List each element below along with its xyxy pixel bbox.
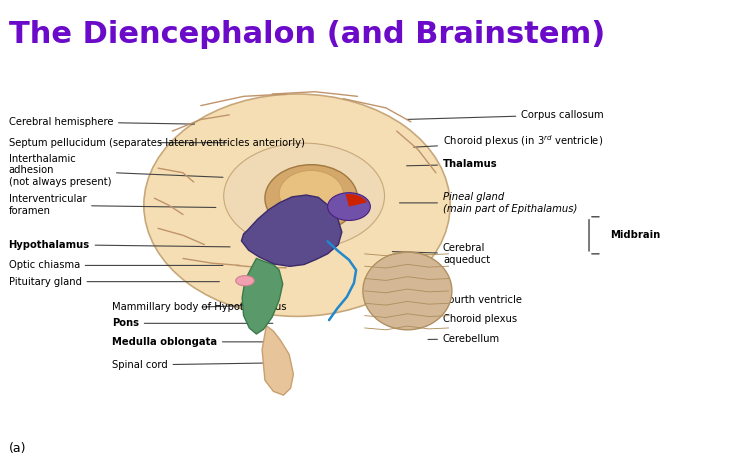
Polygon shape <box>242 259 283 334</box>
Text: Medulla oblongata: Medulla oblongata <box>112 337 277 347</box>
Text: The Diencephalon (and Brainstem): The Diencephalon (and Brainstem) <box>8 20 605 49</box>
Text: Optic chiasma: Optic chiasma <box>8 260 223 270</box>
Ellipse shape <box>144 94 450 316</box>
Text: Mammillary body of Hypothalamus: Mammillary body of Hypothalamus <box>112 302 286 312</box>
Text: Choroid plexus (in 3$^{rd}$ ventricle): Choroid plexus (in 3$^{rd}$ ventricle) <box>414 133 603 149</box>
Polygon shape <box>241 195 342 267</box>
Text: Spinal cord: Spinal cord <box>112 360 283 370</box>
Text: Septum pellucidum (separates lateral ventricles anteriorly): Septum pellucidum (separates lateral ven… <box>8 137 304 148</box>
Text: Pons: Pons <box>112 318 273 329</box>
Text: Thalamus: Thalamus <box>407 159 498 170</box>
Circle shape <box>328 193 370 220</box>
Ellipse shape <box>236 275 255 286</box>
Text: Cerebral
aqueduct: Cerebral aqueduct <box>393 243 490 265</box>
Text: Fourth ventricle: Fourth ventricle <box>393 295 522 305</box>
Ellipse shape <box>279 171 344 217</box>
Polygon shape <box>262 326 293 395</box>
Wedge shape <box>346 194 367 206</box>
Ellipse shape <box>265 164 358 232</box>
Text: Cerebral hemisphere: Cerebral hemisphere <box>8 117 194 127</box>
Text: (a): (a) <box>8 442 26 455</box>
Ellipse shape <box>223 143 384 249</box>
Text: Pineal gland
(main part of Epithalamus): Pineal gland (main part of Epithalamus) <box>399 192 577 214</box>
Text: Interthalamic
adhesion
(not always present): Interthalamic adhesion (not always prese… <box>8 154 223 187</box>
Text: Cerebellum: Cerebellum <box>428 334 500 343</box>
Text: Corpus callosum: Corpus callosum <box>407 110 604 120</box>
Text: Choroid plexus: Choroid plexus <box>407 314 517 324</box>
Ellipse shape <box>363 252 452 330</box>
Text: Pituitary gland: Pituitary gland <box>8 277 220 287</box>
Text: Hypothalamus: Hypothalamus <box>8 240 230 250</box>
Text: Interventricular
foramen: Interventricular foramen <box>8 194 216 216</box>
Text: Midbrain: Midbrain <box>611 230 660 240</box>
